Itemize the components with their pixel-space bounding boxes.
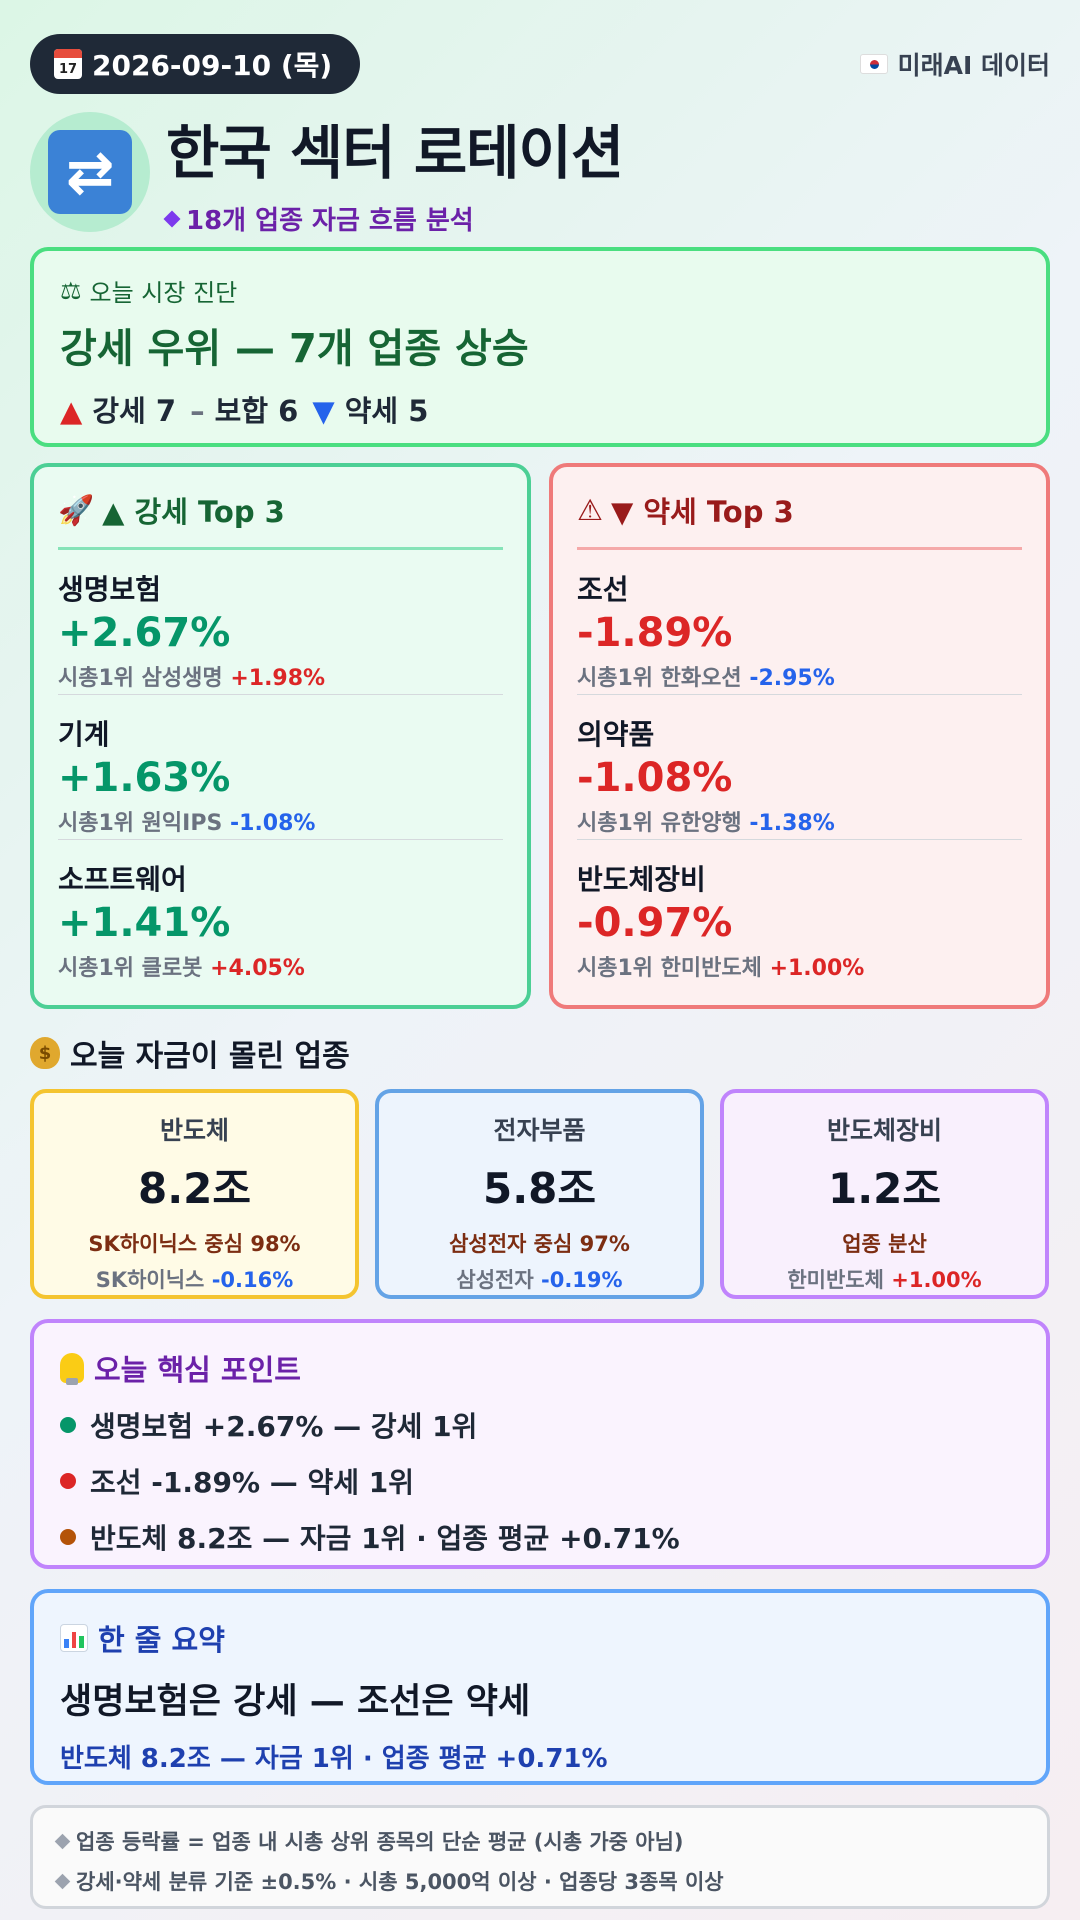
weak-top3-header: ⚠ ▼ 약세 Top 3 xyxy=(577,489,1022,550)
strong-count: 강세 7 xyxy=(92,394,177,428)
sector-change: +1.63% xyxy=(58,755,231,801)
rotation-arrows-icon: ⇄ xyxy=(48,129,132,214)
flow-section-title: $ 오늘 자금이 몰린 업종 xyxy=(30,1031,1050,1075)
sector-leader: 시총1위 원익IPS -1.08% xyxy=(58,811,316,836)
flow-note: 삼성전자 중심 97% xyxy=(449,1232,630,1256)
key-point-item: 반도체 8.2조 — 자금 1위 · 업종 평균 +0.71% xyxy=(60,1517,1020,1557)
red-dot-icon xyxy=(60,1473,76,1489)
up-triangle-icon: ▲ xyxy=(60,394,83,428)
summary-headline: 생명보험은 강세 — 조선은 약세 xyxy=(60,1682,531,1722)
summary-card: 한 줄 요약 생명보험은 강세 — 조선은 약세 반도체 8.2조 — 자금 1… xyxy=(30,1589,1050,1785)
diagnosis-counts: ▲ 강세 7 – 보합 6 ▼ 약세 5 xyxy=(60,388,1020,430)
sector-leader: 시총1위 한화오션 -2.95% xyxy=(577,666,835,691)
weak-top3-card: ⚠ ▼ 약세 Top 3 조선 -1.89% 시총1위 한화오션 -2.95% … xyxy=(549,463,1050,1009)
flow-sector: 반도체 xyxy=(159,1116,229,1145)
weak-sector-item: 반도체장비 -0.97% 시총1위 한미반도체 +1.00% xyxy=(577,840,1022,985)
sector-leader: 시총1위 클로봇 +4.05% xyxy=(58,956,305,981)
warning-icon: ⚠ xyxy=(577,493,603,527)
infographic: 17 2026-09-10 (목) 미래AI 데이터 ⇄ 한국 섹터 로테이션 … xyxy=(30,34,1050,1909)
data-source: 미래AI 데이터 xyxy=(859,46,1050,82)
sector-change: +1.41% xyxy=(58,900,231,946)
page-title: 한국 섹터 로테이션 xyxy=(166,119,624,187)
calendar-icon: 17 xyxy=(54,49,82,79)
flow-note: 업종 분산 xyxy=(842,1232,927,1256)
flow-leader: 한미반도체 +1.00% xyxy=(787,1268,982,1292)
flow-amount: 5.8조 xyxy=(482,1164,597,1213)
flow-leader: 삼성전자 -0.19% xyxy=(456,1268,623,1292)
orange-dot-icon xyxy=(60,1529,76,1545)
down-triangle-icon: ▼ xyxy=(312,394,335,428)
green-dot-icon xyxy=(60,1417,76,1433)
title-row: ⇄ 한국 섹터 로테이션 18개 업종 자금 흐름 분석 xyxy=(30,106,1050,237)
sector-name: 소프트웨어 xyxy=(58,863,187,896)
flow-sector: 반도체장비 xyxy=(826,1116,942,1145)
strong-top3-header: 🚀 ▲ 강세 Top 3 xyxy=(58,489,503,550)
sector-leader: 시총1위 유한양행 -1.38% xyxy=(577,811,835,836)
sector-name: 반도체장비 xyxy=(577,863,706,896)
page-subtitle: 18개 업종 자금 흐름 분석 xyxy=(163,200,623,237)
flow-card: 반도체장비 1.2조 업종 분산 한미반도체 +1.00% xyxy=(720,1089,1049,1299)
flow-card: 전자부품 5.8조 삼성전자 중심 97% 삼성전자 -0.19% xyxy=(375,1089,704,1299)
weak-sector-item: 의약품 -1.08% 시총1위 유한양행 -1.38% xyxy=(577,695,1022,840)
summary-subline: 반도체 8.2조 — 자금 1위 · 업종 평균 +0.71% xyxy=(60,1744,608,1774)
diagnosis-headline: 강세 우위 — 7개 업종 상승 xyxy=(60,326,529,372)
weak-count: 약세 5 xyxy=(344,394,429,428)
date-badge: 17 2026-09-10 (목) xyxy=(30,34,361,94)
top3-row: 🚀 ▲ 강세 Top 3 생명보험 +2.67% 시총1위 삼성생명 +1.98… xyxy=(30,463,1050,1009)
sector-name: 기계 xyxy=(58,718,110,751)
korea-flag-icon xyxy=(859,54,888,74)
sector-leader: 시총1위 한미반도체 +1.00% xyxy=(577,956,865,981)
key-point-item: 조선 -1.89% — 약세 1위 xyxy=(60,1461,1020,1501)
diagnosis-label: ⚖ 오늘 시장 진단 xyxy=(60,276,238,308)
flow-sector: 전자부품 xyxy=(493,1116,586,1145)
diamond-icon xyxy=(163,210,181,227)
money-bag-icon: $ xyxy=(30,1037,60,1069)
diamond-icon xyxy=(54,1833,71,1849)
neutral-dash-icon: – xyxy=(190,394,205,428)
footnotes: 업종 등락률 = 업종 내 시총 상위 종목의 단순 평균 (시총 가중 아님)… xyxy=(30,1805,1050,1909)
flow-cards: 반도체 8.2조 SK하이닉스 중심 98% SK하이닉스 -0.16% 전자부… xyxy=(30,1089,1050,1299)
flow-card: 반도체 8.2조 SK하이닉스 중심 98% SK하이닉스 -0.16% xyxy=(30,1089,359,1299)
sector-change: -0.97% xyxy=(577,900,733,946)
footnote-item: 강세·약세 분류 기준 ±0.5% · 시총 5,000억 이상 · 업종당 3… xyxy=(54,1866,1023,1896)
weak-sector-item: 조선 -1.89% 시총1위 한화오션 -2.95% xyxy=(577,550,1022,695)
key-points-card: 오늘 핵심 포인트 생명보험 +2.67% — 강세 1위 조선 -1.89% … xyxy=(30,1319,1050,1569)
sector-leader: 시총1위 삼성생명 +1.98% xyxy=(58,666,326,691)
title-badge: ⇄ xyxy=(30,111,150,232)
strong-sector-item: 소프트웨어 +1.41% 시총1위 클로봇 +4.05% xyxy=(58,840,503,985)
lightbulb-icon xyxy=(60,1353,84,1385)
sector-change: -1.89% xyxy=(577,610,733,656)
neutral-count: 보합 6 xyxy=(214,394,299,428)
rocket-icon: 🚀 xyxy=(58,492,95,527)
flow-amount: 1.2조 xyxy=(827,1164,942,1213)
source-text: 미래AI 데이터 xyxy=(897,51,1050,80)
bar-chart-icon xyxy=(60,1624,88,1652)
flow-leader: SK하이닉스 -0.16% xyxy=(95,1268,294,1292)
sector-name: 생명보험 xyxy=(58,573,162,606)
key-point-item: 생명보험 +2.67% — 강세 1위 xyxy=(60,1405,1020,1445)
scale-icon: ⚖ xyxy=(60,276,82,305)
strong-top3-card: 🚀 ▲ 강세 Top 3 생명보험 +2.67% 시총1위 삼성생명 +1.98… xyxy=(30,463,531,1009)
diamond-icon xyxy=(54,1873,71,1889)
flow-note: SK하이닉스 중심 98% xyxy=(88,1232,301,1256)
sector-name: 의약품 xyxy=(577,718,655,751)
sector-change: +2.67% xyxy=(58,610,231,656)
footnote-item: 업종 등락률 = 업종 내 시총 상위 종목의 단순 평균 (시총 가중 아님) xyxy=(54,1826,1023,1856)
flow-amount: 8.2조 xyxy=(137,1164,252,1213)
market-diagnosis-card: ⚖ 오늘 시장 진단 강세 우위 — 7개 업종 상승 ▲ 강세 7 – 보합 … xyxy=(30,247,1050,447)
key-points-title: 오늘 핵심 포인트 xyxy=(60,1347,1020,1389)
header-top-row: 17 2026-09-10 (목) 미래AI 데이터 xyxy=(30,34,1050,94)
strong-sector-item: 생명보험 +2.67% 시총1위 삼성생명 +1.98% xyxy=(58,550,503,695)
sector-change: -1.08% xyxy=(577,755,733,801)
summary-title: 한 줄 요약 xyxy=(60,1617,1020,1659)
sector-name: 조선 xyxy=(577,573,629,606)
date-text: 2026-09-10 (목) xyxy=(92,49,333,82)
strong-sector-item: 기계 +1.63% 시총1위 원익IPS -1.08% xyxy=(58,695,503,840)
